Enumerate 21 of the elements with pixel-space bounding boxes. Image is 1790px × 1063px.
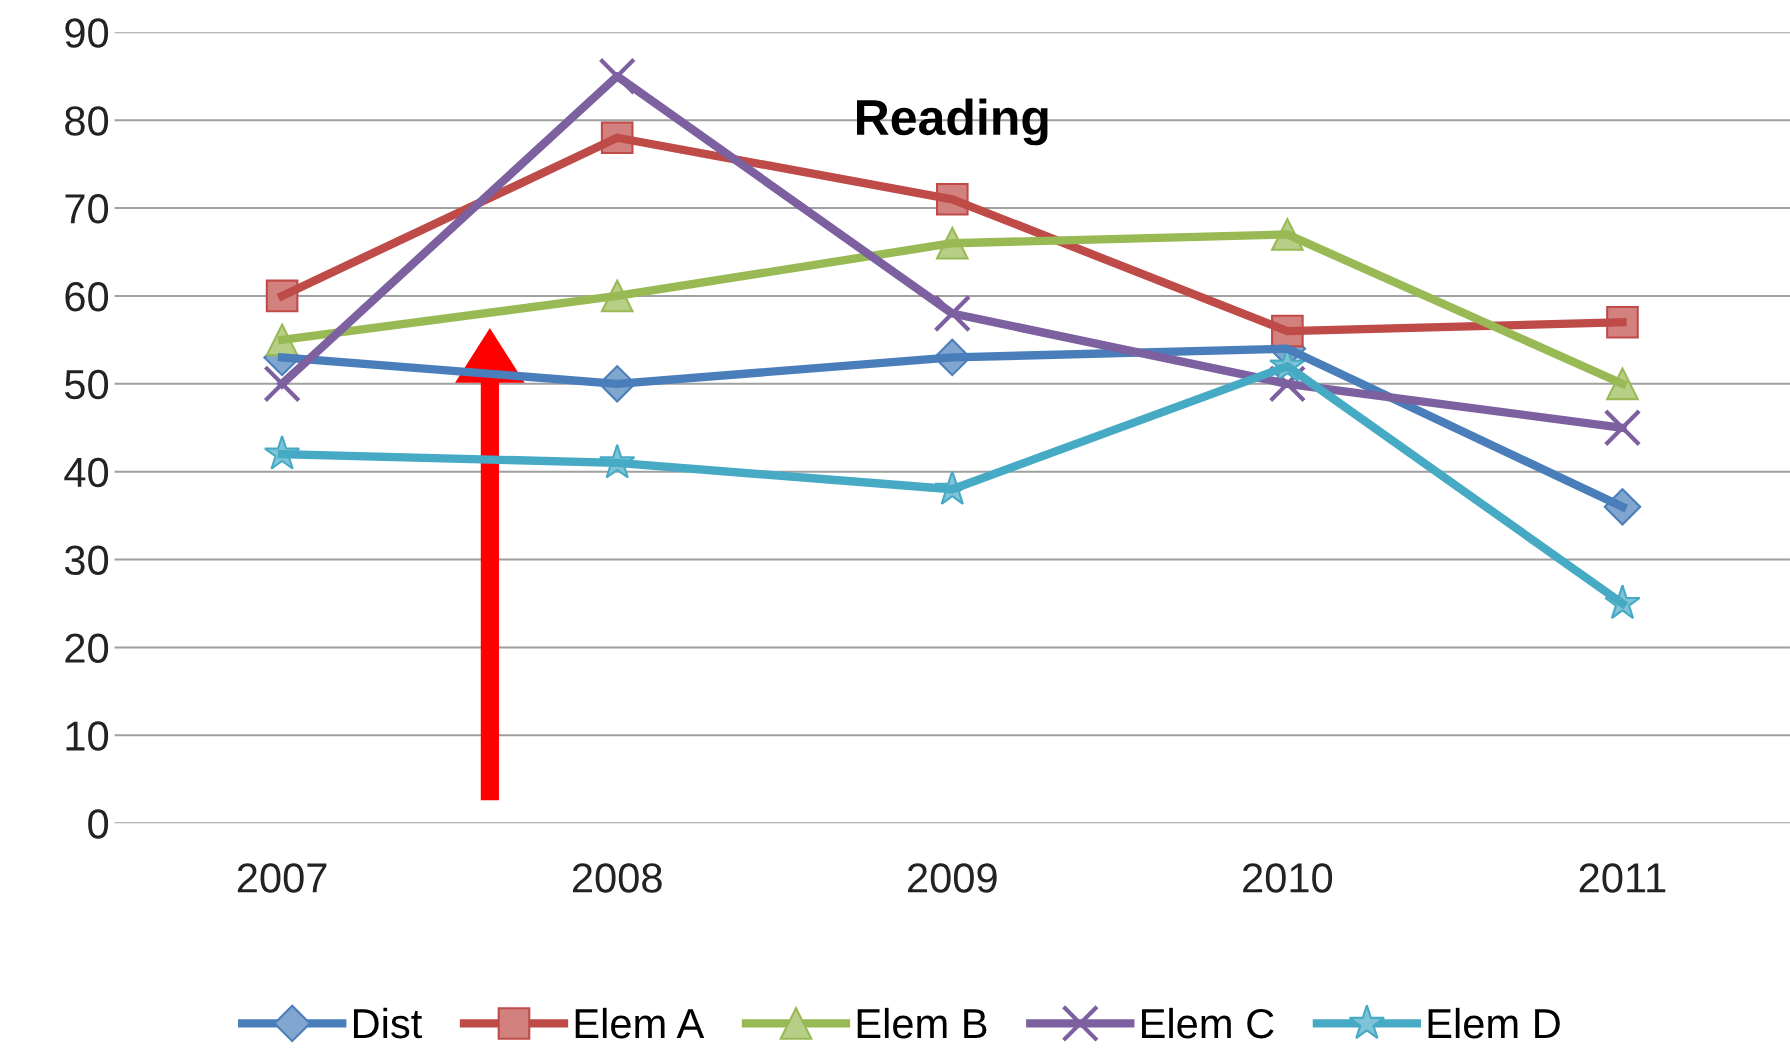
legend-label: Elem A xyxy=(575,1007,705,1039)
y-tick-label: 10 xyxy=(66,721,109,751)
x-tick-label: 2011 xyxy=(1579,863,1666,893)
legend-label: Dist xyxy=(353,1007,423,1039)
x-tick-label: 2010 xyxy=(1243,863,1333,893)
y-tick-label: 80 xyxy=(65,106,109,136)
y-tick-label: 40 xyxy=(64,457,109,488)
y-tick-label: 90 xyxy=(65,18,109,48)
y-tick-label: 20 xyxy=(65,633,109,663)
legend-label: Elem C xyxy=(1142,1007,1274,1039)
y-tick-label: 70 xyxy=(65,194,109,224)
y-tick-label: 60 xyxy=(65,281,109,312)
legend-label: Elem D xyxy=(1428,1007,1560,1039)
y-tick-label: 50 xyxy=(65,369,109,400)
x-tick-label: 2007 xyxy=(237,863,327,893)
text: Reading xyxy=(857,98,1048,146)
legend-label: Elem B xyxy=(857,1007,987,1039)
y-tick-label: 0 xyxy=(88,809,109,839)
y-tick-label: 30 xyxy=(64,545,109,576)
x-tick-label: 2008 xyxy=(572,863,662,893)
x-tick-label: 2009 xyxy=(908,863,997,893)
